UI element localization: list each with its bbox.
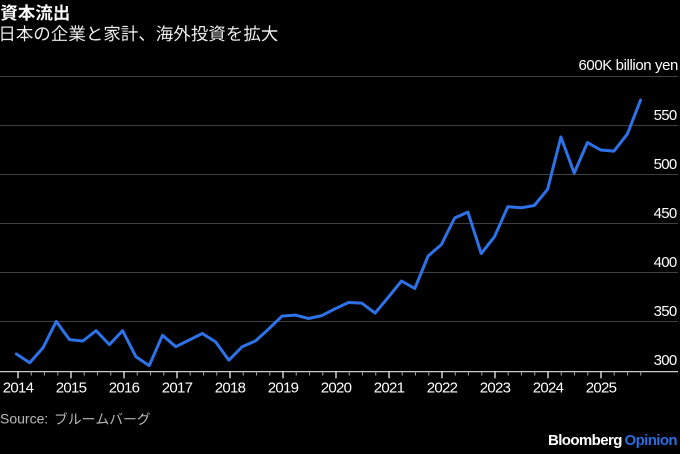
- svg-text:2023: 2023: [480, 380, 511, 397]
- svg-text:450: 450: [654, 205, 677, 222]
- svg-text:2015: 2015: [56, 380, 87, 397]
- svg-text:2021: 2021: [374, 380, 405, 397]
- svg-text:600K billion yen: 600K billion yen: [578, 57, 678, 74]
- svg-text:2017: 2017: [162, 380, 193, 397]
- svg-text:2016: 2016: [109, 380, 140, 397]
- svg-text:2019: 2019: [268, 380, 299, 397]
- svg-text:400: 400: [654, 254, 677, 271]
- svg-text:350: 350: [654, 303, 677, 320]
- svg-text:2022: 2022: [427, 380, 458, 397]
- svg-text:Source:: Source:: [0, 411, 48, 427]
- svg-text:550: 550: [654, 107, 677, 124]
- svg-text:Opinion: Opinion: [625, 432, 678, 449]
- svg-text:2014: 2014: [3, 380, 34, 397]
- svg-text:2018: 2018: [215, 380, 246, 397]
- svg-text:300: 300: [654, 352, 677, 369]
- svg-text:2020: 2020: [321, 380, 352, 397]
- svg-text:2025: 2025: [586, 380, 617, 397]
- svg-text:2024: 2024: [533, 380, 564, 397]
- svg-text:Bloomberg: Bloomberg: [548, 432, 622, 449]
- svg-text:500: 500: [654, 156, 677, 173]
